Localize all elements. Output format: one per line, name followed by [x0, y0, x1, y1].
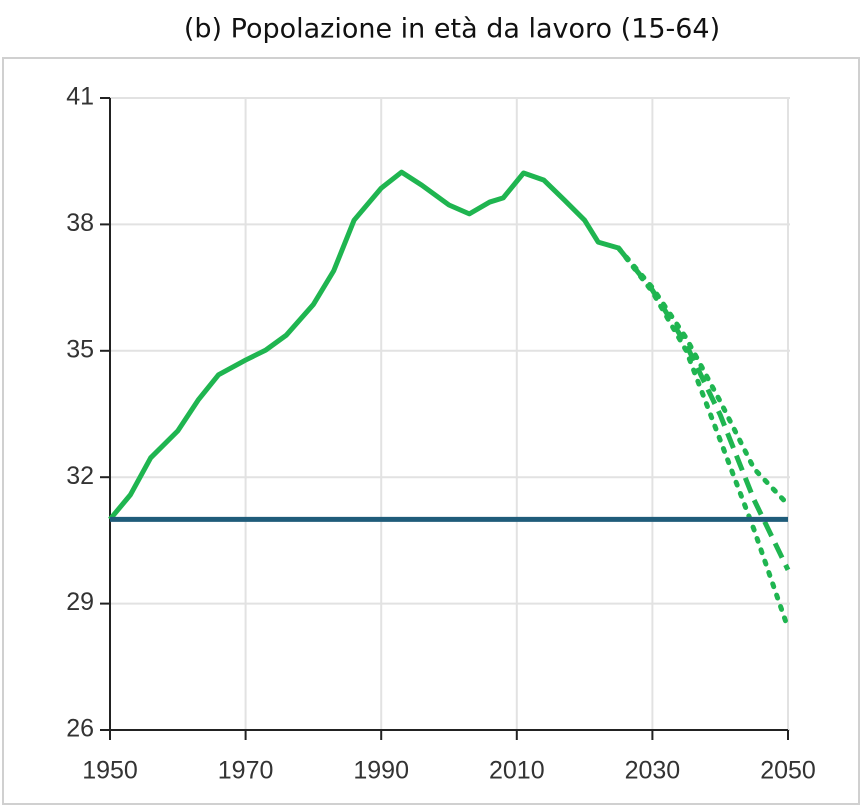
y-tick-label: 26	[66, 715, 94, 743]
x-tick-label: 1990	[353, 757, 409, 785]
line	[616, 246, 791, 571]
line	[616, 245, 791, 631]
x-tick-label: 2010	[489, 757, 545, 785]
y-tick-label: 35	[66, 335, 94, 363]
x-tick-label: 2050	[760, 757, 816, 785]
chart-title: (b) Popolazione in età da lavoro (15-64)	[184, 14, 720, 45]
x-tick-label: 1970	[218, 757, 274, 785]
y-tick-label: 38	[66, 209, 94, 237]
frame	[2, 57, 860, 805]
y-tick-label: 41	[66, 83, 94, 111]
x-tick-label: 2030	[625, 757, 681, 785]
x-tick-label: 1950	[82, 757, 138, 785]
line	[616, 245, 791, 508]
y-tick-label: 29	[66, 588, 94, 616]
y-tick-label: 32	[66, 462, 94, 490]
line	[108, 169, 620, 521]
